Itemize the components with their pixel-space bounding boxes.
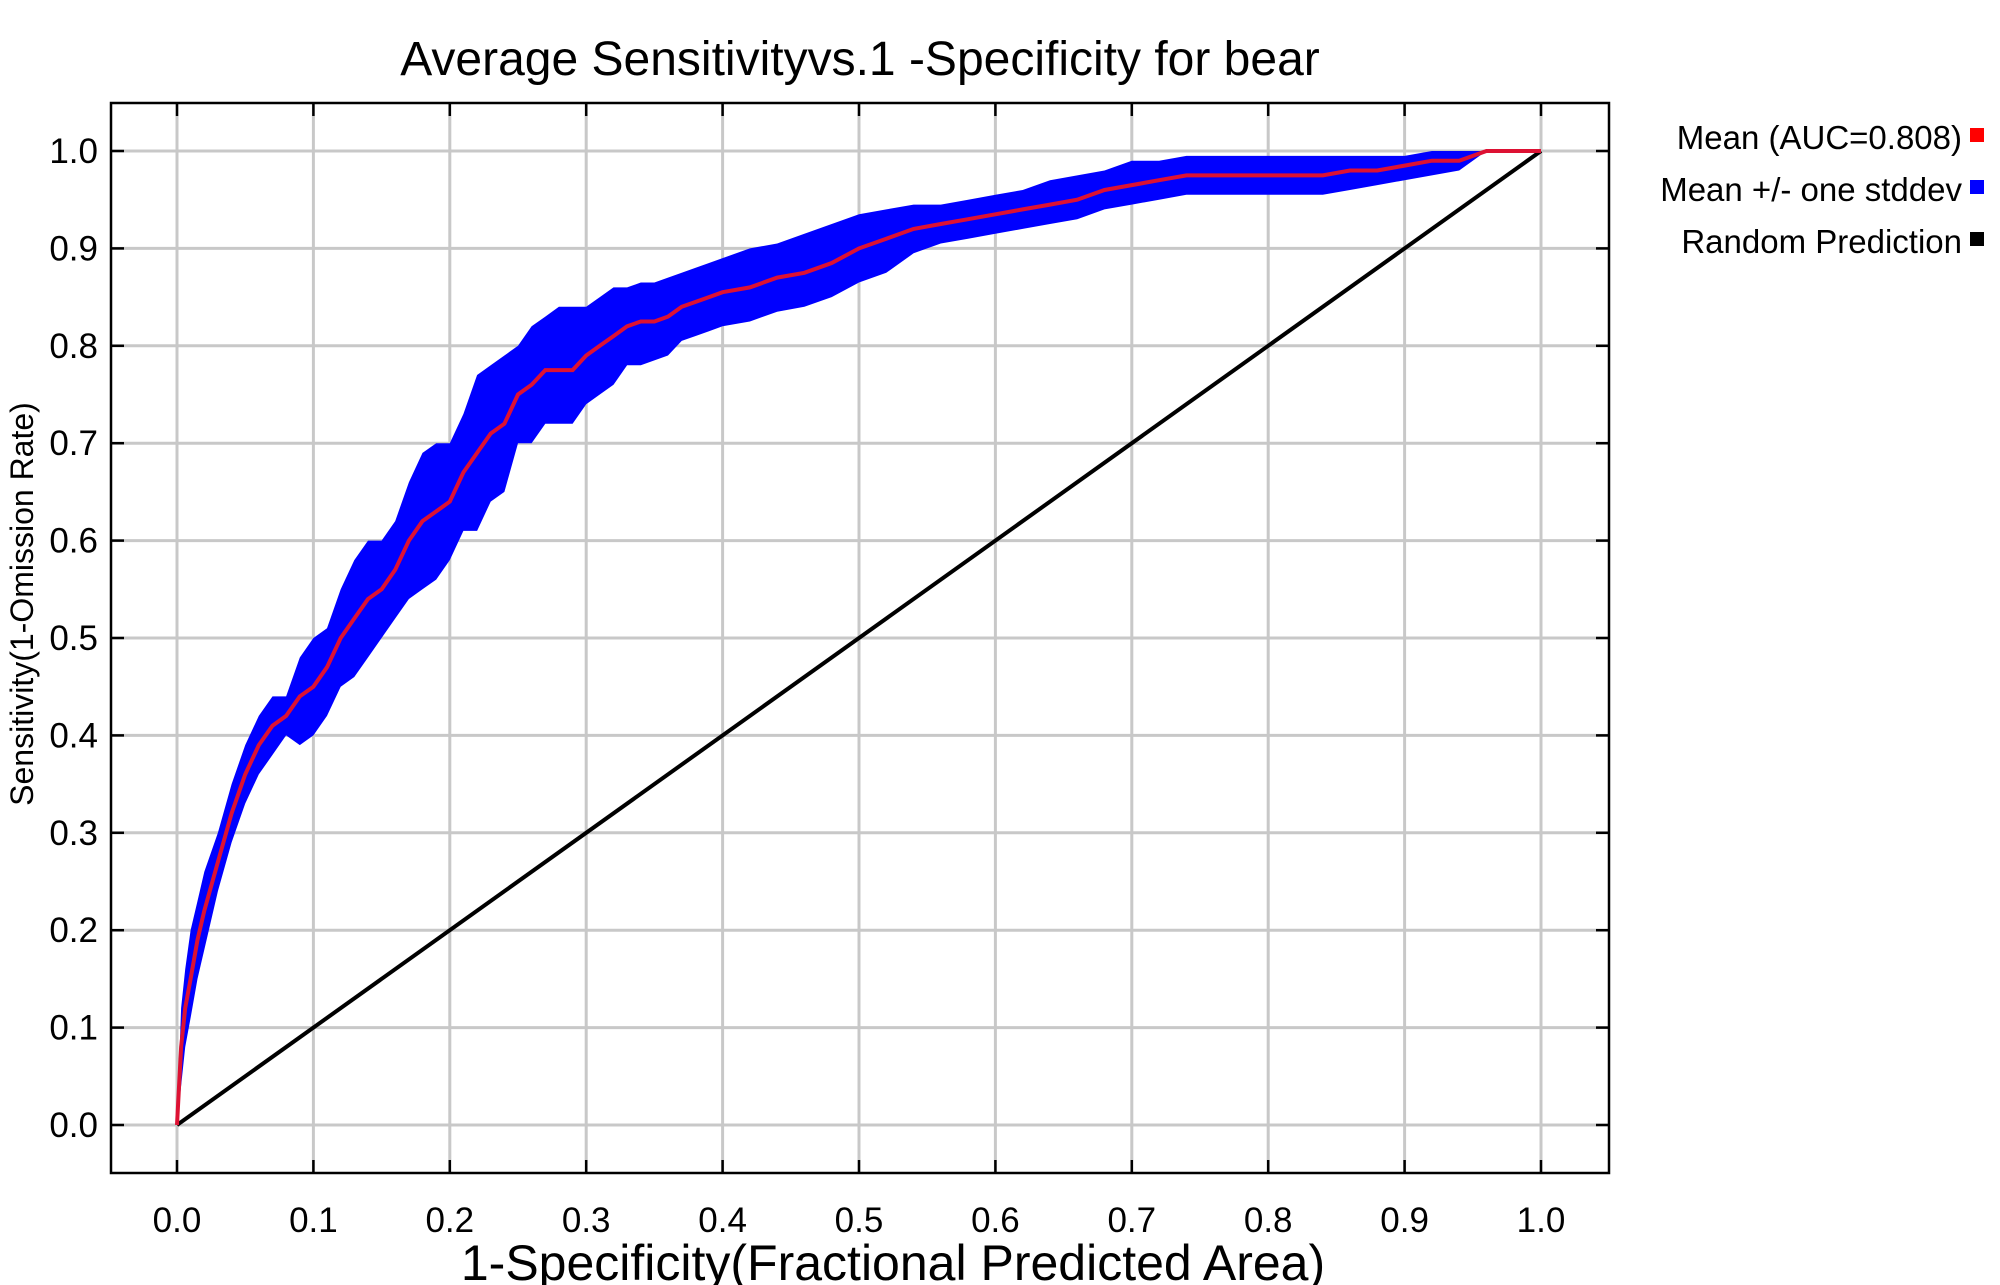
legend-label-stddev: Mean +/- one stddev	[1660, 171, 1962, 208]
x-tick-label: 0.8	[1244, 1201, 1293, 1240]
y-tick-label: 0.7	[49, 424, 98, 463]
x-tick-label: 0.9	[1380, 1201, 1429, 1240]
legend-label-mean: Mean (AUC=0.808)	[1677, 119, 1962, 156]
y-tick-label: 0.4	[49, 716, 98, 755]
x-tick-label: 0.3	[562, 1201, 611, 1240]
y-tick-label: 0.1	[49, 1009, 98, 1048]
x-tick-label: 0.7	[1107, 1201, 1156, 1240]
legend: Mean (AUC=0.808) Mean +/- one stddev Ran…	[1660, 119, 1984, 260]
legend-swatch-stddev	[1970, 180, 1984, 194]
mean-line	[175, 149, 1541, 1126]
y-tick-label: 1.0	[49, 132, 98, 171]
tick-marks	[111, 103, 1609, 1173]
legend-swatch-random	[1970, 232, 1984, 246]
y-tick-label: 0.3	[49, 814, 98, 853]
x-tick-label: 0.4	[698, 1201, 747, 1240]
y-tick-label: 0.6	[49, 522, 98, 561]
y-tick-label: 0.8	[49, 327, 98, 366]
chart-title: Average Sensitivityvs.1 -Specificity for…	[400, 33, 1320, 86]
x-tick-label: 0.0	[153, 1201, 202, 1240]
x-tick-label: 0.1	[289, 1201, 338, 1240]
x-tick-label: 0.5	[835, 1201, 884, 1240]
x-tick-label: 0.2	[425, 1201, 474, 1240]
plot-area	[109, 101, 1611, 1175]
legend-label-random: Random Prediction	[1681, 223, 1962, 260]
x-tick-labels: 0.0 0.1 0.2 0.3 0.4 0.5 0.6 0.7 0.8 0.9 1.0	[153, 1201, 1566, 1240]
y-tick-labels: 0.0 0.1 0.2 0.3 0.4 0.5 0.6 0.7 0.8 0.9 1.0	[49, 132, 98, 1145]
y-tick-label: 0.9	[49, 229, 98, 268]
x-tick-label: 0.6	[971, 1201, 1020, 1240]
x-tick-label: 1.0	[1517, 1201, 1566, 1240]
x-axis-label: 1-Specificity(Fractional Predicted Area)	[461, 1235, 1325, 1285]
y-tick-label: 0.0	[49, 1106, 98, 1145]
y-tick-label: 0.5	[49, 619, 98, 658]
random-prediction-line	[175, 149, 1543, 1127]
y-tick-label: 0.2	[49, 911, 98, 950]
legend-swatch-mean	[1970, 128, 1984, 142]
y-axis-label: Sensitivity(1-Omission Rate)	[4, 402, 40, 806]
